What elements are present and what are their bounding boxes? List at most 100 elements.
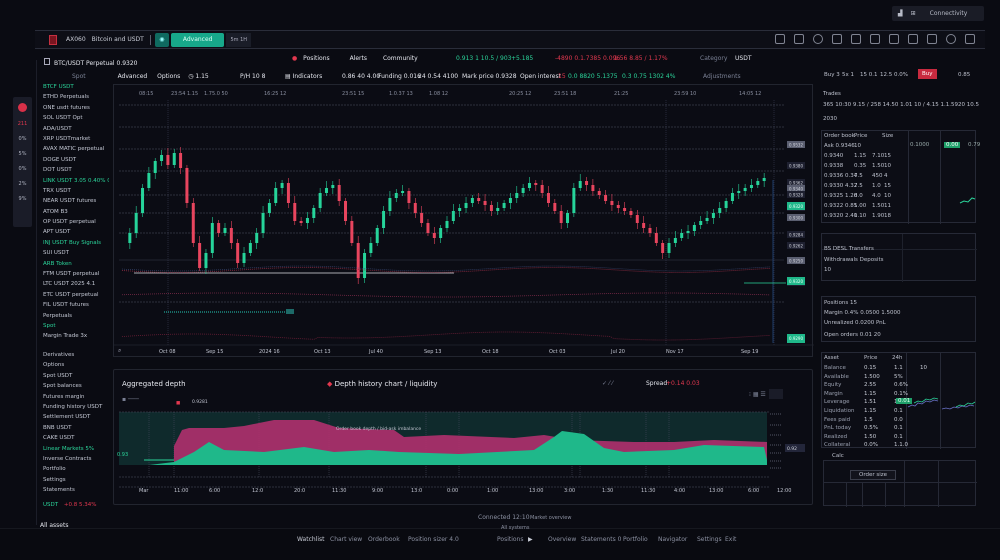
tab[interactable]: 5x 1 [842, 72, 855, 78]
connectivity-label[interactable]: Connectivity [929, 10, 968, 17]
download-icon[interactable]: ▟ [898, 10, 903, 17]
footer-nav-item[interactable]: Portfolio [623, 536, 648, 543]
footer-nav-item[interactable]: Navigator [658, 536, 688, 543]
depth-chart[interactable]: Aggregated depth ▪ ─── ◆ Depth history c… [113, 369, 813, 505]
watchlist-item[interactable]: AVAX MATIC perpetual [43, 146, 105, 153]
watchlist-item[interactable]: ETC USDT perpetual [43, 291, 99, 298]
watchlist-item[interactable]: Spot [43, 322, 56, 329]
watchlist-item[interactable]: ONE usdt futures [43, 104, 90, 111]
price-chart[interactable]: 08:15 23:54 1.15 1.75.0 50 16:25 12 23:51 15… [113, 84, 814, 358]
timeframe-button[interactable]: 5m 1H [226, 32, 252, 47]
play-icon[interactable]: ▶ [528, 536, 533, 543]
footer-nav-item[interactable]: Overview [548, 536, 577, 543]
footer-nav-item[interactable]: Positions [497, 536, 524, 543]
watchlist-item[interactable]: LTC USDT 2025 4.1 [43, 281, 96, 288]
watchlist-item[interactable]: INJ USDT Buy Signals [43, 239, 101, 246]
chart-menu-button[interactable] [769, 389, 783, 399]
fullscreen-icon[interactable] [965, 34, 975, 44]
order-size-input[interactable]: Order size [850, 470, 897, 480]
tab[interactable]: 12.5 0.0% [880, 72, 908, 78]
watchlist-item[interactable]: BTCF USDT [43, 84, 74, 90]
footer-nav-item[interactable]: Exit [725, 536, 737, 543]
category-value[interactable]: USDT [735, 55, 752, 62]
watchlist-item[interactable]: SOL USDT Opt [43, 115, 83, 122]
replay-icon[interactable] [851, 34, 861, 44]
watchlist-item[interactable]: Inverse Contracts [43, 455, 92, 462]
watchlist-item[interactable]: SUI USDT [43, 250, 69, 257]
mini-item[interactable]: 0% [18, 136, 27, 142]
extra-toggle[interactable]: 0.85 [958, 72, 971, 78]
watchlist-item[interactable]: ATOM B3 [43, 208, 68, 215]
template-icon[interactable] [889, 34, 899, 44]
tab[interactable]: Buy 3 [824, 72, 840, 78]
footer-nav-item[interactable]: Statements 0 [581, 536, 622, 543]
mini-item[interactable]: 5% [18, 151, 27, 157]
watchlist-item[interactable]: Statements [43, 487, 75, 494]
sub-item-advanced[interactable]: Advanced [117, 73, 148, 80]
split-icon[interactable]: ⊞ [910, 10, 916, 17]
symbol-code[interactable]: AX060 [66, 36, 86, 43]
symbol-name[interactable]: Bitcoin and USDT [91, 36, 144, 43]
footer-nav-item[interactable]: Watchlist [297, 536, 325, 543]
candlestick-chart[interactable]: 08:15 23:54 1.15 1.75.0 50 16:25 12 23:51 15… [114, 85, 814, 358]
alert-icon[interactable] [813, 34, 823, 44]
market-overview[interactable]: Market overview [530, 515, 572, 521]
nav-positions[interactable]: Positions [303, 55, 330, 62]
watchlist-item[interactable]: OP USDT perpetual [43, 219, 96, 226]
nav-alerts[interactable]: Alerts [349, 55, 368, 62]
watchlist-item[interactable]: Settlement USDT [43, 414, 91, 421]
compare-icon[interactable] [870, 34, 880, 44]
watchlist-item[interactable]: BNB USDT [43, 424, 72, 431]
drawing-icon[interactable] [832, 34, 842, 44]
layout-icon[interactable] [775, 34, 785, 44]
watchlist-item[interactable]: Spot balances [43, 383, 82, 390]
spot-tab[interactable]: Spot [72, 73, 86, 80]
watchlist-item[interactable]: Margin Trade 3x [43, 333, 88, 340]
mini-item[interactable]: 0% [18, 166, 27, 172]
depth-area-chart[interactable]: Order book depth / bid-ask imbalance 0.93… [114, 370, 814, 506]
watchlist-item[interactable]: Perpetuals [43, 312, 73, 319]
watchlist-item[interactable]: XRP USDTmarket [43, 135, 91, 142]
watchlist-item[interactable]: ADA/USDT [43, 125, 72, 132]
watchlist-item[interactable]: DOT USDT [43, 167, 72, 174]
watchlist-item[interactable]: DOGE USDT [43, 156, 77, 163]
account-icon[interactable] [946, 34, 956, 44]
tab[interactable]: 15 0.1 [860, 72, 878, 78]
watchlist-item[interactable]: FTM USDT perpetual [43, 271, 100, 278]
watchlist-item[interactable]: ETHD Perpetuals [43, 94, 90, 101]
watchlist-item[interactable]: Derivatives [43, 352, 75, 358]
buy-button[interactable]: Buy [918, 69, 937, 79]
leaf-icon[interactable]: ◉ [154, 32, 169, 47]
mini-item[interactable]: 9% [18, 196, 27, 202]
watchlist-item[interactable]: TRX USDT [43, 187, 71, 194]
watchlist-item[interactable]: ARB Token [43, 260, 72, 267]
watchlist-item[interactable]: Portfolio [43, 466, 66, 473]
adjustments-label[interactable]: Adjustments [703, 73, 741, 80]
nav-community[interactable]: Community [382, 55, 418, 62]
mini-item[interactable]: 2% [18, 181, 27, 187]
watchlist-item[interactable]: Funding history USDT [43, 403, 103, 410]
watchlist-item[interactable]: Spot USDT [43, 372, 73, 379]
watchlist-item[interactable]: APT USDT [43, 229, 71, 236]
screener-icon[interactable] [927, 34, 937, 44]
watchlist-item[interactable]: Linear Markets 5% [43, 445, 95, 452]
watchlist-item[interactable]: Options [43, 362, 65, 369]
watchlist-item[interactable]: CAKE USDT [43, 435, 75, 442]
sub-item-options[interactable]: Options [157, 73, 181, 80]
watchlist-item[interactable]: Settings [43, 476, 66, 483]
footer-nav-item[interactable]: Position sizer 4.0 [408, 536, 459, 543]
chart-settings-icons[interactable]: ⁝ ▦ ☰ [749, 391, 766, 398]
watchlist-item[interactable]: FIL USDT futures [43, 302, 89, 309]
calendar-icon[interactable] [908, 34, 918, 44]
advanced-button[interactable]: Advanced [170, 32, 225, 47]
footer-nav-item[interactable]: Chart view [330, 536, 363, 543]
zoom-icon[interactable]: ⌕ [118, 347, 121, 354]
check-icon[interactable]: ✓ ⁄ ⁄ [602, 380, 613, 387]
live-indicator-icon[interactable] [18, 103, 27, 112]
indicators-button[interactable]: ▤ Indicators [285, 73, 323, 80]
indicator-icon[interactable] [794, 34, 804, 44]
all-assets-label[interactable]: All assets [40, 522, 69, 529]
watchlist-item[interactable]: NEAR USDT futures [43, 198, 97, 205]
footer-nav-item[interactable]: Orderbook [368, 536, 400, 543]
footer-nav-item[interactable]: Settings [697, 536, 722, 543]
